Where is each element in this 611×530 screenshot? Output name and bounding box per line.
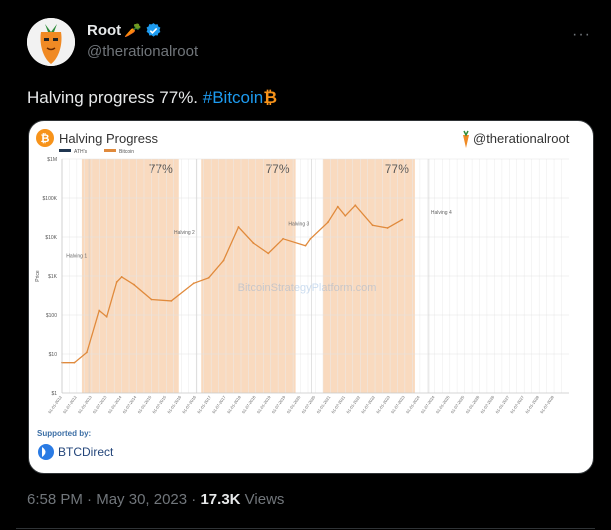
price-point <box>105 315 108 318</box>
price-point <box>98 309 101 312</box>
halving-label: Halving 3 <box>288 221 309 227</box>
price-point <box>267 252 270 255</box>
price-point <box>327 221 329 224</box>
y-tick-label: $100 <box>46 313 57 319</box>
price-point <box>115 281 118 283</box>
legend-label-ath: ATH's <box>74 149 88 155</box>
price-point <box>282 237 285 240</box>
author-handle[interactable]: @therationalroot <box>87 43 199 60</box>
y-tick-label: $100K <box>43 196 58 202</box>
plot-area: 77% 77% 77% $1M $100K $10K $1K $100 $10 $1 Price Ha… <box>35 157 569 414</box>
x-tick-label: 01-07-2020 <box>300 394 316 414</box>
halving-label: Halving 4 <box>431 210 452 216</box>
tweet-date[interactable]: May 30, 2023 <box>96 491 188 508</box>
x-tick-label: 01-07-2014 <box>121 394 137 414</box>
x-tick-label: 01-07-2028 <box>539 394 555 414</box>
price-point <box>386 227 389 229</box>
x-tick-label: 01-07-2018 <box>241 394 257 414</box>
y-tick-label: $1 <box>51 391 57 397</box>
price-point <box>170 299 173 302</box>
x-tick-label: 01-07-2027 <box>509 394 525 414</box>
verified-badge-icon <box>146 23 160 37</box>
price-point <box>336 205 339 208</box>
bitcoin-logo-icon <box>36 129 54 147</box>
more-options-icon[interactable]: ··· <box>572 26 591 43</box>
meta-dot-1: · <box>87 491 97 508</box>
band-percent-label: 77% <box>149 162 173 176</box>
legend-label-bitcoin: Bitcoin <box>119 149 134 155</box>
legend-swatch-bitcoin <box>104 149 116 152</box>
tweet-time[interactable]: 6:58 PM <box>27 491 83 508</box>
author-name-text[interactable]: Root <box>87 22 122 39</box>
price-point <box>401 218 404 221</box>
price-point <box>371 224 374 227</box>
price-point <box>207 276 210 279</box>
x-tick-label: 01-07-2019 <box>271 394 287 414</box>
y-tick-label: $10K <box>45 235 57 241</box>
price-point <box>354 204 357 207</box>
legend-swatch-ath <box>59 149 71 152</box>
band-percent-label: 77% <box>266 162 290 176</box>
y-tick-label: $1M <box>47 157 57 163</box>
price-point <box>309 237 312 240</box>
tweet-meta: 6:58 PM · May 30, 2023 · 17.3K Views <box>27 491 284 508</box>
media-card[interactable]: ₿ Halving Progress ATH's Bitcoin @therat… <box>28 120 594 474</box>
bitcoin-symbol-icon: ₿ <box>263 88 278 107</box>
halving-progress-chart: ₿ Halving Progress ATH's Bitcoin @therat… <box>35 129 570 460</box>
price-point <box>86 351 88 354</box>
author-name[interactable]: Root 🥕 <box>87 22 162 39</box>
sponsor-name: BTCDirect <box>58 445 114 459</box>
halving-label: Halving 2 <box>174 230 195 236</box>
y-axis-label: Price <box>35 270 41 282</box>
x-tick-label: 01-07-2026 <box>479 394 495 414</box>
watermark-site: BitcoinStrategyPlatform.com <box>238 282 377 294</box>
x-tick-label: 01-07-2016 <box>181 394 197 414</box>
y-tick-label: $10 <box>49 352 58 358</box>
chart-title: Halving Progress <box>59 131 158 146</box>
x-tick-label: 01-07-2017 <box>211 394 227 414</box>
hashtag-bitcoin[interactable]: #Bitcoin <box>202 88 264 107</box>
tweet-text-main: Halving progress 77%. <box>27 88 199 107</box>
btcdirect-logo-icon <box>38 444 54 460</box>
carrot-emoji-icon: 🥕 <box>124 22 142 38</box>
x-tick-label: 01-07-2012 <box>62 394 78 414</box>
halving-label: Halving 1 <box>66 253 87 259</box>
supported-by-label: Supported by: <box>37 429 91 438</box>
carrot-logo-icon <box>463 130 469 148</box>
views-label: Views <box>244 491 285 508</box>
band-percent-label: 77% <box>385 162 409 176</box>
price-point <box>133 283 135 286</box>
x-tick-label: 01-07-2022 <box>360 394 376 414</box>
x-tick-label: 01-07-2025 <box>450 394 466 414</box>
x-tick-label: 01-07-2013 <box>92 394 108 414</box>
price-point <box>344 214 347 217</box>
x-tick-label: 01-07-2023 <box>390 394 406 414</box>
price-point <box>237 226 240 228</box>
price-point <box>150 298 153 301</box>
price-point <box>192 282 195 285</box>
divider <box>16 528 595 529</box>
x-tick-label: 01-07-2024 <box>420 394 436 414</box>
price-point <box>304 244 307 247</box>
y-tick-label: $1K <box>48 274 58 280</box>
price-point <box>252 242 255 244</box>
tweet-text: Halving progress 77%. #Bitcoin₿ <box>27 88 277 108</box>
carrot-avatar-icon <box>27 18 75 66</box>
price-point <box>120 275 123 278</box>
price-point <box>222 259 225 262</box>
bitcoin-logo-glyph: ₿ <box>41 133 50 145</box>
meta-dot-2: · <box>191 491 201 508</box>
views-count: 17.3K <box>200 491 241 508</box>
avatar[interactable] <box>27 18 75 66</box>
price-point <box>73 361 76 364</box>
bitcoin-price-line <box>62 204 403 364</box>
x-tick-label: 01-07-2021 <box>330 394 346 414</box>
watermark-handle: @therationalroot <box>473 131 570 146</box>
x-tick-label: 01-07-2015 <box>151 394 167 414</box>
